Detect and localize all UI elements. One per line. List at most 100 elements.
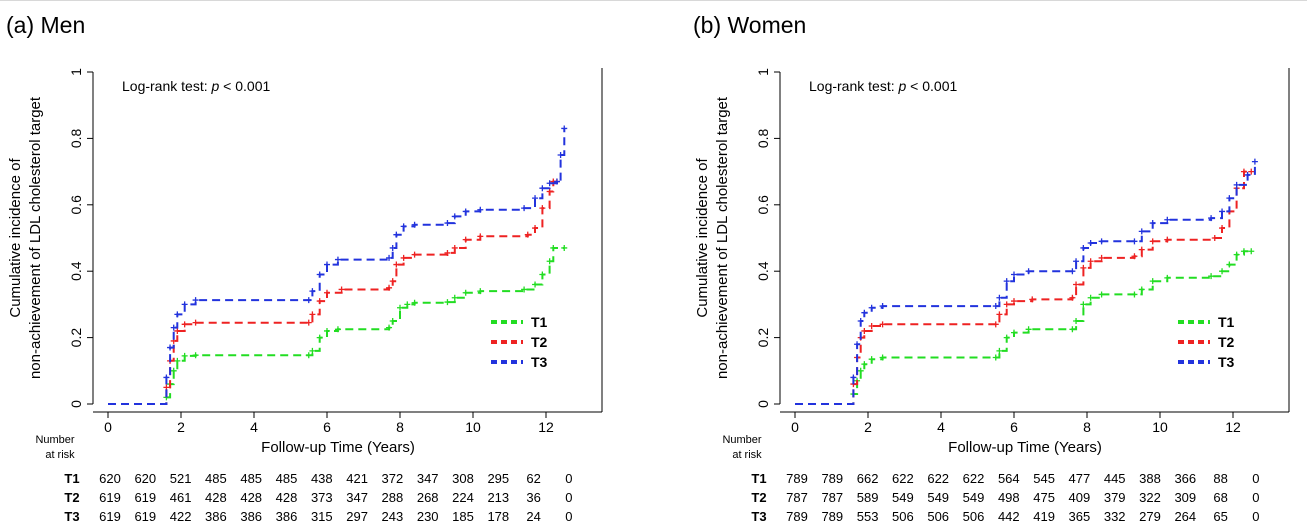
risk-cell: 332 (1104, 509, 1126, 524)
censor-mark-t3 (174, 311, 181, 318)
risk-row-label-t2: T2 (64, 490, 79, 505)
log-rank-annotation: Log-rank test: p < 0.001 (809, 78, 958, 94)
censor-mark-t1 (451, 294, 458, 301)
censor-mark-t3 (1138, 228, 1145, 235)
risk-cell: 445 (1104, 471, 1126, 486)
censor-mark-t3 (462, 208, 469, 215)
risk-cell: 553 (857, 509, 879, 524)
risk-cell: 178 (487, 509, 509, 524)
censor-mark-t3 (546, 180, 553, 187)
censor-mark-t3 (1080, 244, 1087, 251)
log-rank-annotation: Log-rank test: p < 0.001 (122, 78, 271, 94)
censor-mark-t1 (1233, 251, 1240, 258)
x-axis-label: Follow-up Time (Years) (948, 439, 1102, 456)
censor-mark-t2 (462, 236, 469, 243)
risk-cell: 506 (927, 509, 949, 524)
y-tick-label: 0.2 (68, 328, 84, 348)
censor-mark-t3 (992, 303, 999, 310)
censor-mark-t1 (1138, 286, 1145, 293)
censor-mark-t2 (400, 254, 407, 261)
risk-cell: 521 (170, 471, 192, 486)
censor-mark-t2 (1087, 258, 1094, 265)
censor-mark-t1 (1011, 329, 1017, 336)
risk-cell: 619 (134, 490, 156, 505)
risk-cell: 409 (1069, 490, 1091, 505)
risk-cell: 0 (565, 509, 572, 524)
risk-cell: 619 (134, 509, 156, 524)
censor-mark-t3 (1233, 181, 1240, 188)
censor-mark-t1 (546, 258, 553, 265)
y-axis-label-line2: non-achievement of LDL cholesterol targe… (27, 96, 44, 379)
y-axis-label-line1: Cumulative incidence of (694, 158, 711, 318)
censor-mark-t2 (1138, 246, 1145, 253)
risk-cell: 68 (1213, 490, 1227, 505)
chart-panel-men: (a) Men 0 0.2 0.4 0.6 0.8 1 0 2 4 6 8 10 12 Cumulative… (0, 0, 653, 530)
x-tick-label: 12 (1225, 419, 1241, 435)
risk-cell: 0 (1252, 490, 1259, 505)
censor-mark-t3 (170, 324, 177, 331)
censor-mark-t2 (174, 327, 181, 334)
censor-mark-t2 (868, 322, 875, 329)
risk-table-label-line2: at risk (732, 449, 762, 461)
x-tick-label: 12 (538, 419, 554, 435)
censor-mark-t1 (539, 271, 546, 278)
censor-mark-t2 (1029, 296, 1036, 303)
censor-mark-t2 (451, 244, 458, 251)
censor-mark-t3 (324, 261, 330, 268)
risk-cell: 789 (786, 509, 808, 524)
legend-label-t3: T3 (531, 354, 548, 370)
censor-mark-t2 (444, 249, 451, 256)
censor-mark-t3 (1244, 171, 1251, 178)
risk-cell: 589 (857, 490, 879, 505)
censor-mark-t3 (477, 206, 484, 213)
legend-label-t2: T2 (1218, 334, 1235, 350)
risk-cell: 549 (927, 490, 949, 505)
risk-row-label-t3: T3 (64, 509, 79, 524)
y-tick-label: 0.2 (755, 328, 771, 348)
censor-mark-t1 (324, 327, 330, 334)
censor-mark-t2 (546, 188, 553, 195)
risk-cell: 619 (99, 490, 121, 505)
censor-mark-t1 (1073, 318, 1080, 324)
risk-cell: 622 (892, 471, 914, 486)
risk-cell: 386 (276, 509, 298, 524)
censor-mark-t1 (404, 301, 411, 308)
y-tick-label: 1 (755, 68, 771, 76)
censor-mark-t3 (1251, 158, 1258, 165)
y-axis-label-line1: Cumulative incidence of (7, 158, 24, 318)
y-tick-label: 0.6 (68, 195, 84, 215)
censor-mark-t2 (1219, 225, 1226, 232)
risk-cell: 315 (311, 509, 333, 524)
censor-mark-t1 (386, 324, 393, 331)
x-tick-label: 0 (791, 419, 799, 435)
risk-cell: 475 (1033, 490, 1055, 505)
risk-cell: 789 (821, 471, 843, 486)
censor-mark-t1 (1248, 248, 1255, 255)
x-tick-label: 10 (465, 419, 481, 435)
censor-mark-t1 (1219, 268, 1226, 275)
censor-mark-t2 (1098, 254, 1105, 261)
risk-table-label-line1: Number (722, 434, 761, 446)
censor-mark-t2 (539, 205, 546, 212)
risk-cell: 506 (963, 509, 985, 524)
censor-mark-t1 (550, 244, 557, 251)
x-tick-label: 4 (250, 419, 258, 435)
censor-mark-t1 (1003, 334, 1010, 341)
y-axis-label-line2: non-achievement of LDL cholesterol targe… (714, 96, 731, 379)
risk-cell: 88 (1213, 471, 1227, 486)
risk-cell: 347 (417, 471, 439, 486)
risk-cell: 0 (1252, 509, 1259, 524)
x-tick-label: 0 (104, 419, 112, 435)
risk-cell: 213 (487, 490, 509, 505)
risk-cell: 620 (99, 471, 121, 486)
censor-mark-t3 (334, 256, 341, 263)
risk-cell: 386 (240, 509, 262, 524)
risk-cell: 564 (998, 471, 1020, 486)
censor-mark-t2 (996, 311, 1003, 318)
censor-mark-t2 (192, 319, 199, 326)
x-tick-label: 8 (396, 419, 404, 435)
censor-mark-t1 (532, 281, 539, 288)
censor-mark-t3 (1149, 220, 1156, 227)
censor-mark-t2 (1080, 264, 1087, 271)
